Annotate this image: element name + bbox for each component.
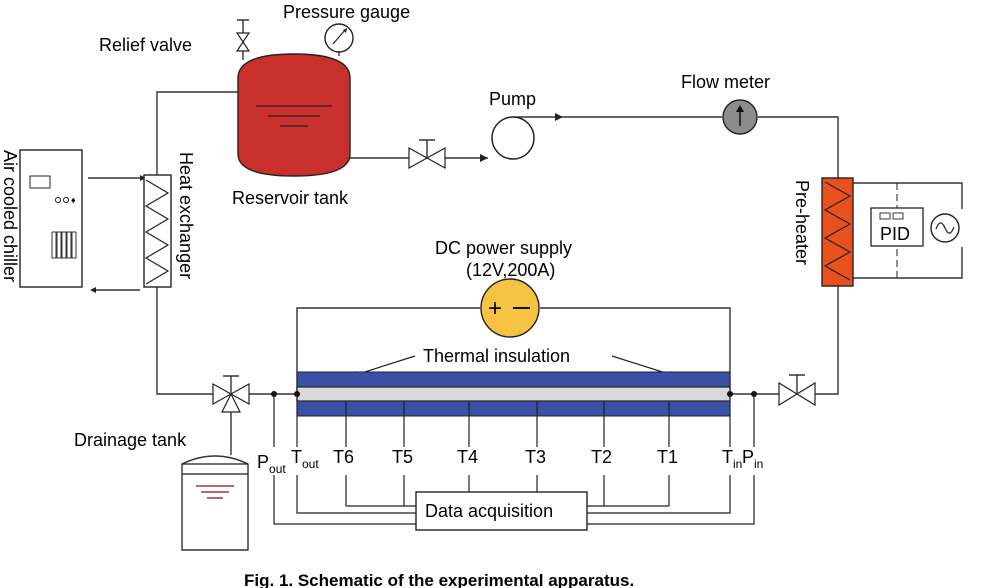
sensor-t-in: Tin [722,447,742,471]
sensor-t-out: Tout [291,447,319,471]
pid-circuit [853,182,963,279]
pre-heater-label: Pre-heater [792,180,812,265]
test-section [296,371,731,417]
svg-text:+: + [488,295,502,322]
relief-valve [235,19,251,60]
sensor-leads [273,394,755,525]
pressure-gauge [324,23,354,56]
air-cooled-chiller-label: Air cooled chiller [0,150,20,282]
figure-caption: Fig. 1. Schematic of the experimental ap… [244,571,634,588]
sensor-t1: T1 [657,447,678,467]
dc-power-supply: + [296,278,731,394]
svg-text:♦: ♦ [71,195,76,205]
pid-label: PID [880,224,910,244]
reservoir-tank-label: Reservoir tank [232,188,349,208]
pipe-outlet-to-hx [156,287,297,395]
sensor-labels: Pout Tout T6 T5 T4 T3 T2 T1 Tin Pin [257,447,763,476]
data-acquisition-label: Data acquisition [425,501,553,521]
reservoir-tank [237,53,351,177]
flow-meter-label: Flow meter [681,72,770,92]
air-cooled-chiller: ♦ [19,149,146,293]
sensor-t3: T3 [525,447,546,467]
dc-power-rating: (12V,200A) [466,260,555,280]
flow-meter [722,99,758,135]
relief-valve-label: Relief valve [99,35,192,55]
heat-exchanger-label: Heat exchanger [176,152,196,279]
pipe-flowmeter-to-preheater [758,116,839,178]
dc-power-supply-label: DC power supply [435,238,572,258]
three-way-valve [212,375,250,413]
sensor-t2: T2 [591,447,612,467]
drainage-tank-label: Drainage tank [74,430,187,450]
thermal-insulation-label: Thermal insulation [423,346,570,366]
pipe-hx-to-reservoir [156,91,242,175]
heat-exchanger [143,174,172,288]
valve-top [408,139,446,170]
piping [156,91,839,455]
drainage-tank [181,455,249,551]
sensor-t4: T4 [457,447,478,467]
chiller-vents [51,231,77,259]
pump-label: Pump [489,89,536,109]
pressure-gauge-label: Pressure gauge [283,2,410,22]
sensor-p-in: Pin [742,447,763,471]
data-acquisition [415,491,588,531]
pump [491,116,538,160]
sensor-t6: T6 [333,447,354,467]
pipe-preheater-to-inlet [730,286,839,395]
pre-heater [821,177,854,287]
sensor-t5: T5 [392,447,413,467]
flow-arrow [555,113,563,121]
flow-arrow [480,154,488,162]
sensor-p-out: Pout [257,452,286,476]
valve-inlet [778,374,816,407]
